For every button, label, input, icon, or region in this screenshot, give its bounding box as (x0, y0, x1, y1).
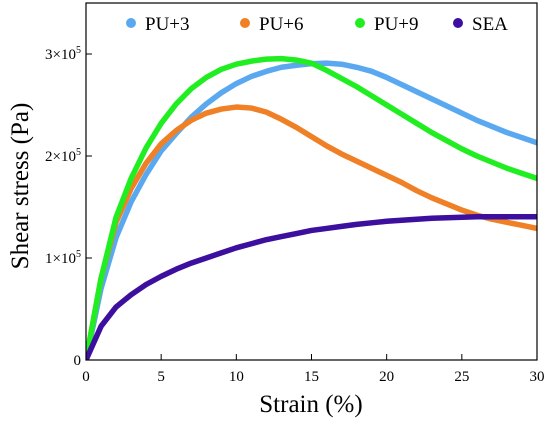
x-tick-label: 20 (379, 369, 394, 385)
legend-label: SEA (472, 14, 508, 35)
legend-label: PU+3 (145, 14, 190, 35)
y-tick-exponent: 5 (76, 45, 81, 56)
y-tick-label: 3×105 (45, 45, 81, 63)
legend-marker (355, 18, 365, 28)
legend-label: PU+9 (374, 14, 419, 35)
plot-frame (85, 2, 538, 361)
legend-marker (126, 18, 136, 28)
series-line-sea (86, 213, 537, 360)
x-tick-label: 5 (157, 369, 165, 385)
x-tick-label: 25 (454, 369, 469, 385)
legend-marker (453, 18, 463, 28)
series-layer (86, 55, 537, 360)
series-line-pu-9 (86, 55, 537, 360)
x-tick-label: 0 (82, 369, 90, 385)
y-tick-mantissa: 2×10 (45, 149, 76, 165)
x-axis-title: Strain (%) (259, 391, 362, 418)
y-tick-mantissa: 3×10 (45, 47, 76, 63)
x-tick-label: 30 (530, 369, 545, 385)
x-tick-label: 10 (229, 369, 244, 385)
series-line-pu-6 (86, 104, 537, 360)
y-tick-label: 2×105 (45, 147, 81, 165)
legend-label: PU+6 (259, 14, 304, 35)
y-tick-mantissa: 0 (74, 353, 82, 369)
y-tick-exponent: 5 (76, 147, 81, 158)
y-tick-exponent: 5 (76, 249, 81, 260)
y-tick-mantissa: 1×10 (45, 251, 76, 267)
y-tick-label: 0 (74, 353, 82, 369)
x-tick-label: 15 (304, 369, 319, 385)
legend-marker (240, 18, 250, 28)
legend: PU+3 PU+6 PU+9 SEA (126, 14, 508, 35)
y-axis-title: Shear stress (Pa) (7, 103, 34, 270)
y-tick-label: 1×105 (45, 249, 81, 267)
